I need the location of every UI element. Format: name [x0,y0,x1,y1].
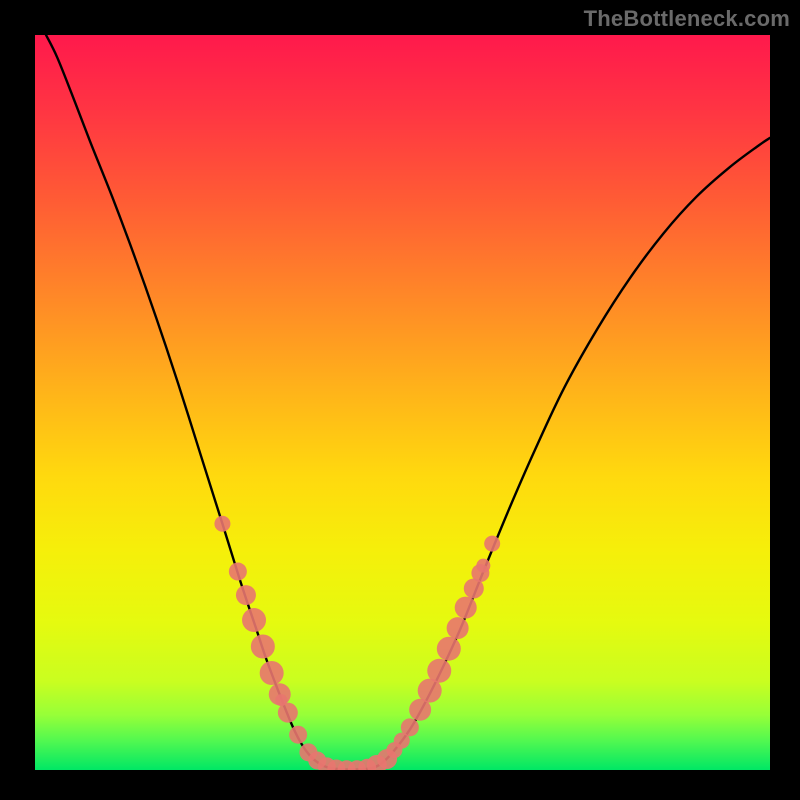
data-marker [447,617,469,639]
data-marker [214,516,230,532]
data-marker [476,559,490,573]
chart-background [35,35,770,770]
data-marker [236,585,256,605]
data-marker [251,635,275,659]
data-marker [484,536,500,552]
data-marker [260,661,284,685]
data-marker [427,659,451,683]
data-marker [242,608,266,632]
data-marker [455,597,477,619]
data-marker [289,726,307,744]
data-marker [229,563,247,581]
chart-frame: TheBottleneck.com [0,0,800,800]
data-marker [437,637,461,661]
data-marker [401,718,419,736]
data-marker [275,694,287,706]
plot-area [35,35,770,770]
watermark-text: TheBottleneck.com [584,6,790,32]
chart-svg [35,35,770,770]
